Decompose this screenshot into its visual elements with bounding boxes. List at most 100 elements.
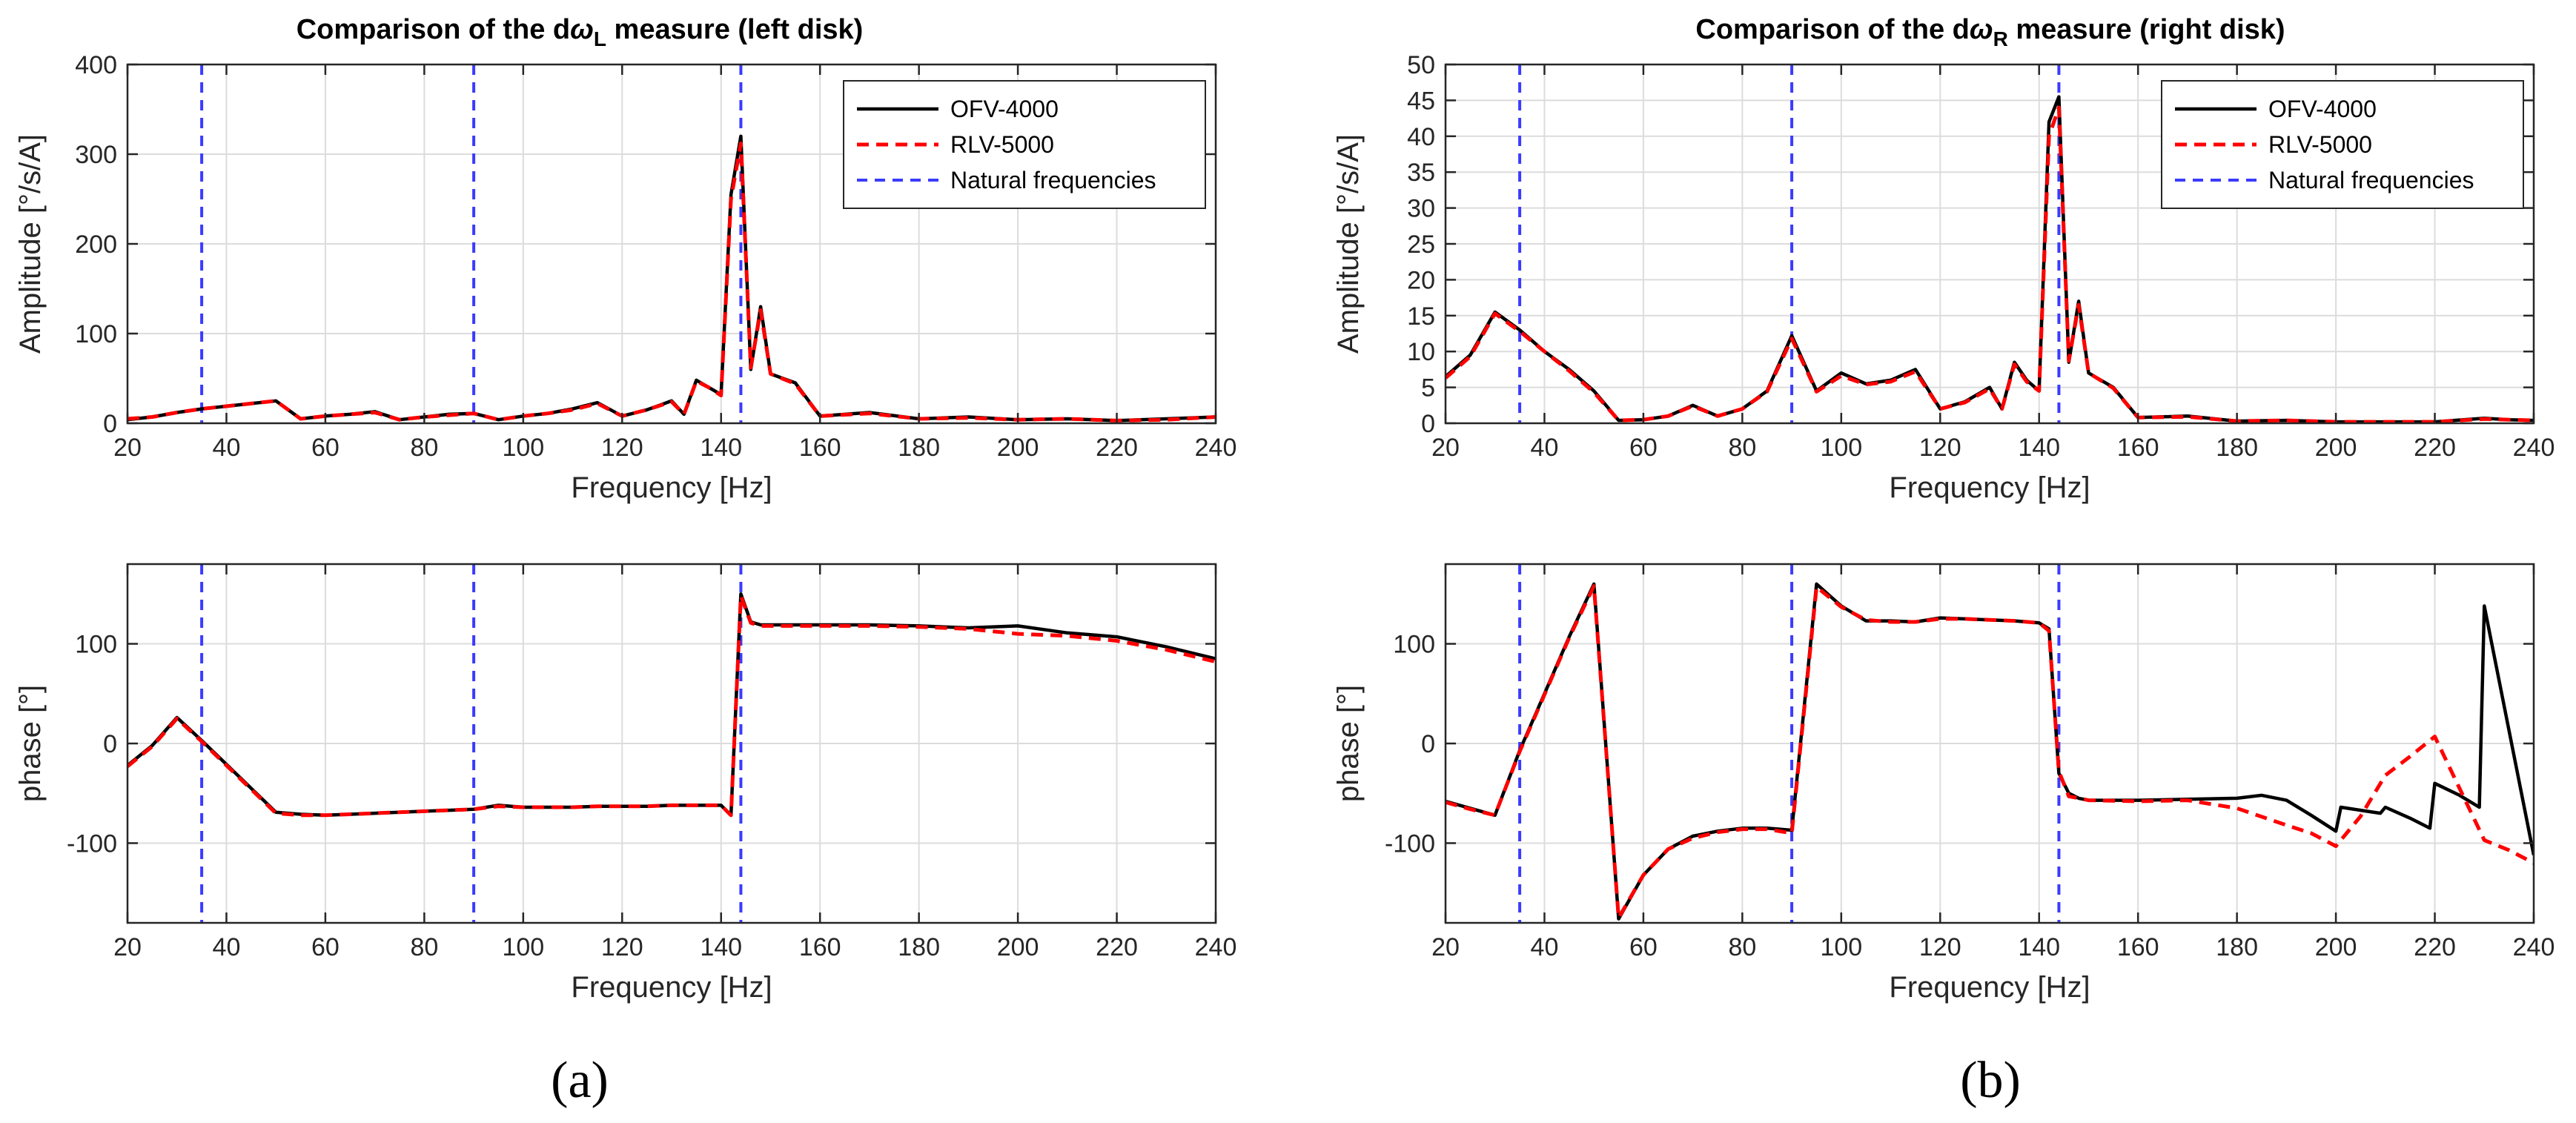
rlv-5000-series-line xyxy=(128,142,1216,423)
x-tick-label: 100 xyxy=(1820,434,1862,462)
y-tick-label: 0 xyxy=(103,730,117,758)
data-layer xyxy=(128,64,1216,423)
x-tick-label: 220 xyxy=(1096,434,1138,462)
y-tick-label: 0 xyxy=(1421,410,1435,438)
y-tick-label: 100 xyxy=(1393,631,1435,659)
x-tick-label: 120 xyxy=(601,434,643,462)
x-tick-label: 140 xyxy=(2018,434,2060,462)
x-tick-label: 120 xyxy=(1919,933,1961,961)
x-tick-label: 200 xyxy=(997,434,1039,462)
rlv-5000-series-line xyxy=(1446,584,2534,920)
data-layer xyxy=(128,564,1216,923)
rlv-5000-series-line xyxy=(128,594,1216,818)
x-tick-label: 140 xyxy=(2018,933,2060,961)
x-tick-label: 100 xyxy=(502,933,544,961)
legend-natural-frequencies-label: Natural frequencies xyxy=(2268,167,2474,193)
x-tick-label: 20 xyxy=(113,933,142,961)
x-tick-label: 140 xyxy=(700,434,742,462)
y-tick-label: 10 xyxy=(1407,338,1435,366)
y-tick-label: -100 xyxy=(67,829,117,858)
x-tick-label: 120 xyxy=(601,933,643,961)
x-tick-label: 220 xyxy=(1096,933,1138,961)
legend-rlv-5000-label: RLV-5000 xyxy=(2268,131,2372,158)
legend-natural-frequencies-label: Natural frequencies xyxy=(950,167,1156,193)
y-tick-label: 400 xyxy=(75,51,117,79)
x-tick-label: 240 xyxy=(1195,933,1237,961)
x-tick-label: 140 xyxy=(700,933,742,961)
y-axis-label: phase [°] xyxy=(14,685,47,802)
x-tick-label: 220 xyxy=(2414,434,2456,462)
y-tick-label: 20 xyxy=(1407,266,1435,294)
legend-ofv-4000-label: OFV-4000 xyxy=(2268,96,2377,122)
x-tick-label: 100 xyxy=(502,434,544,462)
y-axis-label: Amplitude [°/s/A] xyxy=(14,134,47,354)
x-tick-label: 40 xyxy=(1531,933,1559,961)
x-tick-label: 40 xyxy=(213,434,241,462)
x-axis-label: Frequency [Hz] xyxy=(1889,971,2090,1004)
x-tick-label: 60 xyxy=(311,434,340,462)
x-tick-label: 240 xyxy=(2513,434,2555,462)
x-tick-label: 40 xyxy=(213,933,241,961)
x-tick-label: 100 xyxy=(1820,933,1862,961)
x-tick-label: 60 xyxy=(1629,434,1658,462)
x-tick-label: 160 xyxy=(799,933,841,961)
data-layer xyxy=(1446,564,2534,923)
caption-a: (a) xyxy=(551,1052,609,1109)
x-tick-label: 200 xyxy=(2315,434,2357,462)
y-tick-label: 0 xyxy=(1421,730,1435,758)
right-chart-title: Comparison of the dωR measure (right dis… xyxy=(1695,14,2285,50)
y-tick-label: 100 xyxy=(75,631,117,659)
x-tick-label: 180 xyxy=(2216,933,2258,961)
y-tick-label: 300 xyxy=(75,141,117,169)
x-tick-label: 120 xyxy=(1919,434,1961,462)
y-tick-label: 35 xyxy=(1407,159,1435,187)
y-axis-label: Amplitude [°/s/A] xyxy=(1332,134,1365,354)
x-tick-label: 80 xyxy=(1728,933,1756,961)
y-tick-label: 200 xyxy=(75,231,117,259)
x-tick-label: 20 xyxy=(1431,933,1460,961)
x-tick-label: 240 xyxy=(1195,434,1237,462)
legend: OFV-4000 RLV-5000 Natural frequencies xyxy=(2161,80,2524,209)
y-tick-label: 45 xyxy=(1407,87,1435,115)
left-chart-title: Comparison of the dωL measure (left disk… xyxy=(297,14,864,50)
x-tick-label: 60 xyxy=(1629,933,1658,961)
right-amplitude-plot: 20 40 60 80 100 120 140 160 180 200 220 240 0 5 10 15 20… xyxy=(1332,51,2555,504)
legend: OFV-4000 RLV-5000 Natural frequencies xyxy=(843,80,1206,209)
x-tick-label: 20 xyxy=(1431,434,1460,462)
legend-rlv-5000-label: RLV-5000 xyxy=(950,131,1054,158)
x-axis-label: Frequency [Hz] xyxy=(571,971,772,1004)
y-tick-label: 25 xyxy=(1407,231,1435,259)
x-tick-label: 160 xyxy=(2117,933,2159,961)
x-axis-label: Frequency [Hz] xyxy=(571,471,772,504)
caption-b: (b) xyxy=(1960,1052,2021,1109)
y-tick-label: -100 xyxy=(1385,829,1435,858)
right-phase-plot: 20 40 60 80 100 120 140 160 180 200 220 240 -100 0 100… xyxy=(1332,563,2555,1004)
x-tick-label: 240 xyxy=(2513,933,2555,961)
x-tick-label: 60 xyxy=(311,933,340,961)
y-tick-label: 50 xyxy=(1407,51,1435,79)
x-tick-label: 160 xyxy=(799,434,841,462)
y-tick-label: 5 xyxy=(1421,374,1435,403)
y-tick-label: 40 xyxy=(1407,123,1435,151)
x-axis-label: Frequency [Hz] xyxy=(1889,471,2090,504)
x-tick-label: 80 xyxy=(410,434,438,462)
legend-ofv-4000-label: OFV-4000 xyxy=(950,96,1059,122)
y-tick-label: 30 xyxy=(1407,195,1435,223)
y-axis-label: phase [°] xyxy=(1332,685,1365,802)
x-tick-label: 80 xyxy=(410,933,438,961)
x-tick-label: 80 xyxy=(1728,434,1756,462)
x-tick-label: 220 xyxy=(2414,933,2456,961)
left-amplitude-plot: 20 40 60 80 100 120 140 160 180 200 220 240 0 100 200 3… xyxy=(14,51,1236,504)
x-tick-label: 200 xyxy=(997,933,1039,961)
x-tick-label: 20 xyxy=(113,434,142,462)
y-tick-label: 100 xyxy=(75,320,117,348)
x-tick-label: 160 xyxy=(2117,434,2159,462)
y-tick-label: 15 xyxy=(1407,302,1435,331)
y-tick-label: 0 xyxy=(103,410,117,438)
x-tick-label: 180 xyxy=(898,434,940,462)
x-tick-label: 40 xyxy=(1531,434,1559,462)
x-tick-label: 200 xyxy=(2315,933,2357,961)
x-tick-label: 180 xyxy=(898,933,940,961)
left-phase-plot: 20 40 60 80 100 120 140 160 180 200 220 240 -100 0 100… xyxy=(14,563,1237,1004)
